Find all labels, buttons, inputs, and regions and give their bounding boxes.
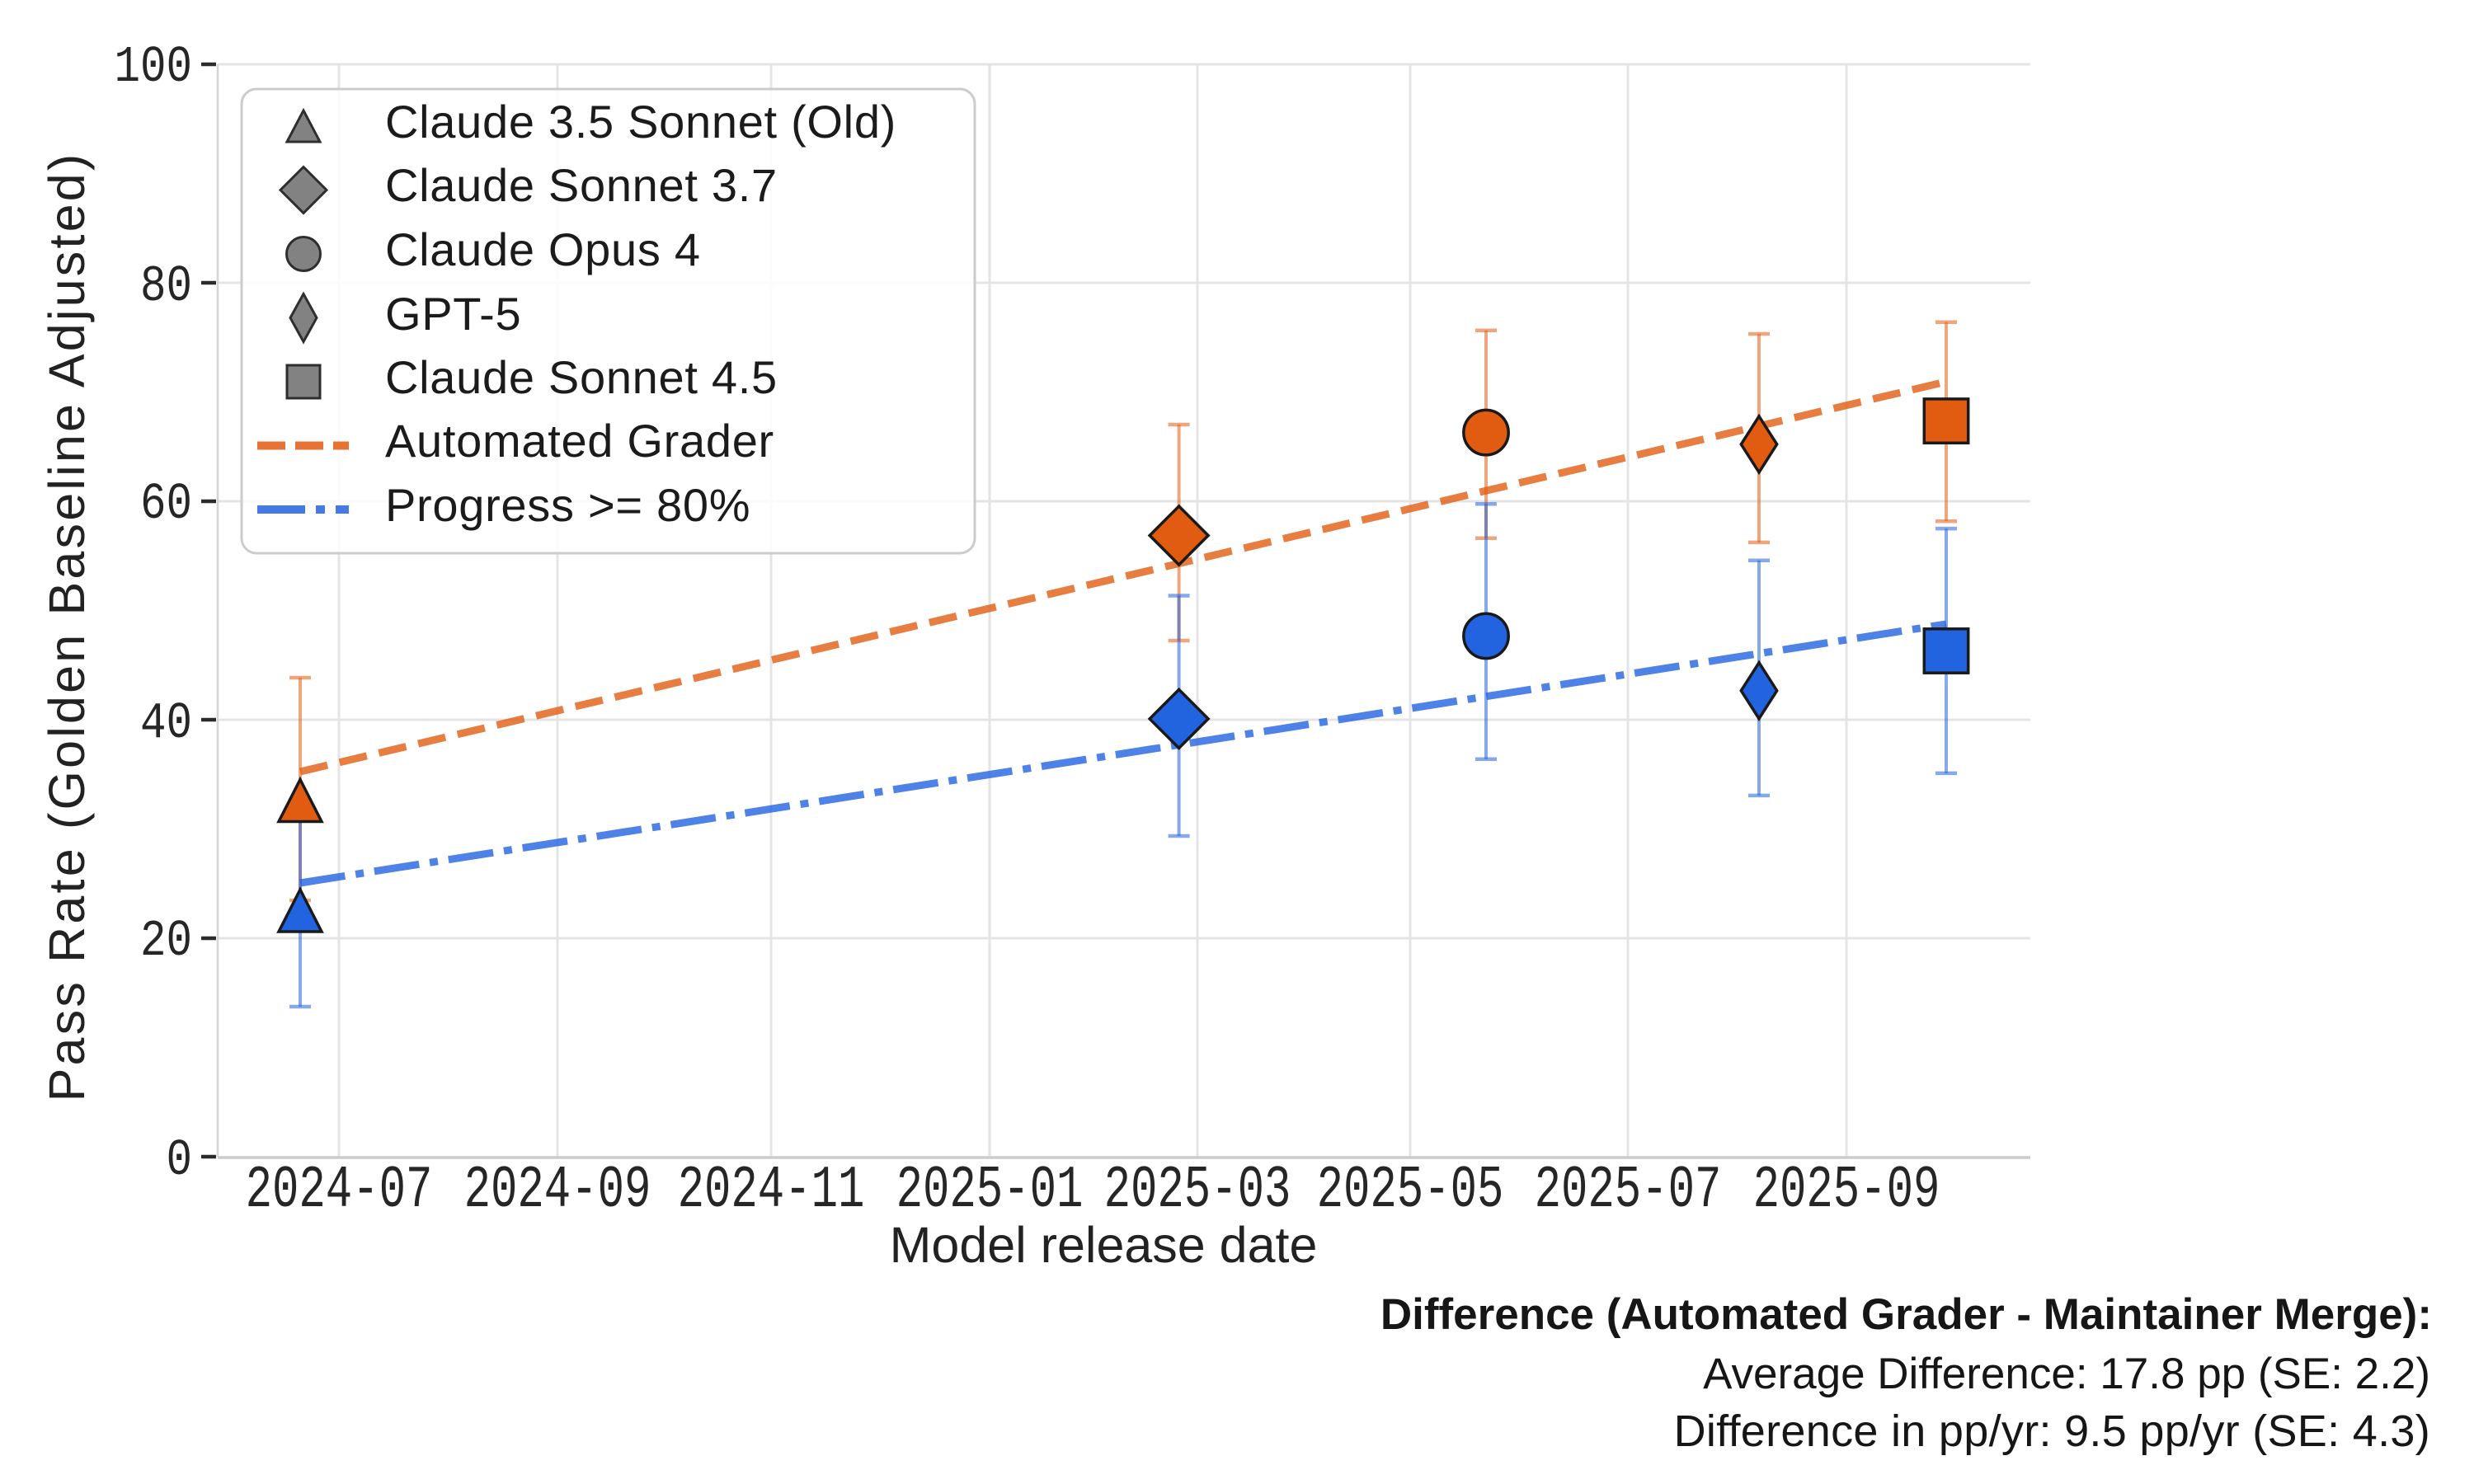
svg-text:2025-01: 2025-01 bbox=[896, 1158, 1084, 1225]
svg-text:GPT-5: GPT-5 bbox=[385, 288, 521, 340]
svg-text:Difference in pp/yr: 9.5 pp/yr: Difference in pp/yr: 9.5 pp/yr (SE: 4.3) bbox=[1674, 1407, 2430, 1456]
svg-text:60: 60 bbox=[140, 476, 192, 533]
svg-text:0: 0 bbox=[166, 1132, 192, 1190]
svg-text:100: 100 bbox=[115, 39, 192, 96]
svg-text:2025-09: 2025-09 bbox=[1753, 1158, 1940, 1225]
svg-text:Average Difference: 17.8 pp (S: Average Difference: 17.8 pp (SE: 2.2) bbox=[1703, 1350, 2430, 1398]
svg-text:Pass Rate (Golden Baseline Adj: Pass Rate (Golden Baseline Adjusted) bbox=[39, 152, 95, 1102]
svg-text:Model release date: Model release date bbox=[890, 1217, 1318, 1273]
svg-text:2025-05: 2025-05 bbox=[1317, 1158, 1504, 1225]
svg-text:2025-07: 2025-07 bbox=[1535, 1158, 1722, 1225]
svg-text:Claude Sonnet 3.7: Claude Sonnet 3.7 bbox=[385, 159, 778, 211]
svg-text:2024-07: 2024-07 bbox=[246, 1158, 433, 1225]
svg-text:Claude 3.5 Sonnet (Old): Claude 3.5 Sonnet (Old) bbox=[385, 96, 896, 148]
svg-text:Claude Opus 4: Claude Opus 4 bbox=[385, 223, 701, 275]
svg-text:2025-03: 2025-03 bbox=[1104, 1158, 1291, 1225]
svg-text:40: 40 bbox=[140, 695, 192, 753]
svg-text:Difference (Automated Grader -: Difference (Automated Grader - Maintaine… bbox=[1380, 1290, 2432, 1339]
svg-text:Claude Sonnet 4.5: Claude Sonnet 4.5 bbox=[385, 351, 778, 403]
svg-text:20: 20 bbox=[140, 913, 192, 970]
svg-text:80: 80 bbox=[140, 258, 192, 316]
svg-text:Progress >= 80%: Progress >= 80% bbox=[385, 479, 750, 531]
svg-text:2024-11: 2024-11 bbox=[678, 1158, 865, 1225]
svg-text:2024-09: 2024-09 bbox=[464, 1158, 651, 1225]
svg-text:Automated Grader: Automated Grader bbox=[385, 415, 774, 467]
